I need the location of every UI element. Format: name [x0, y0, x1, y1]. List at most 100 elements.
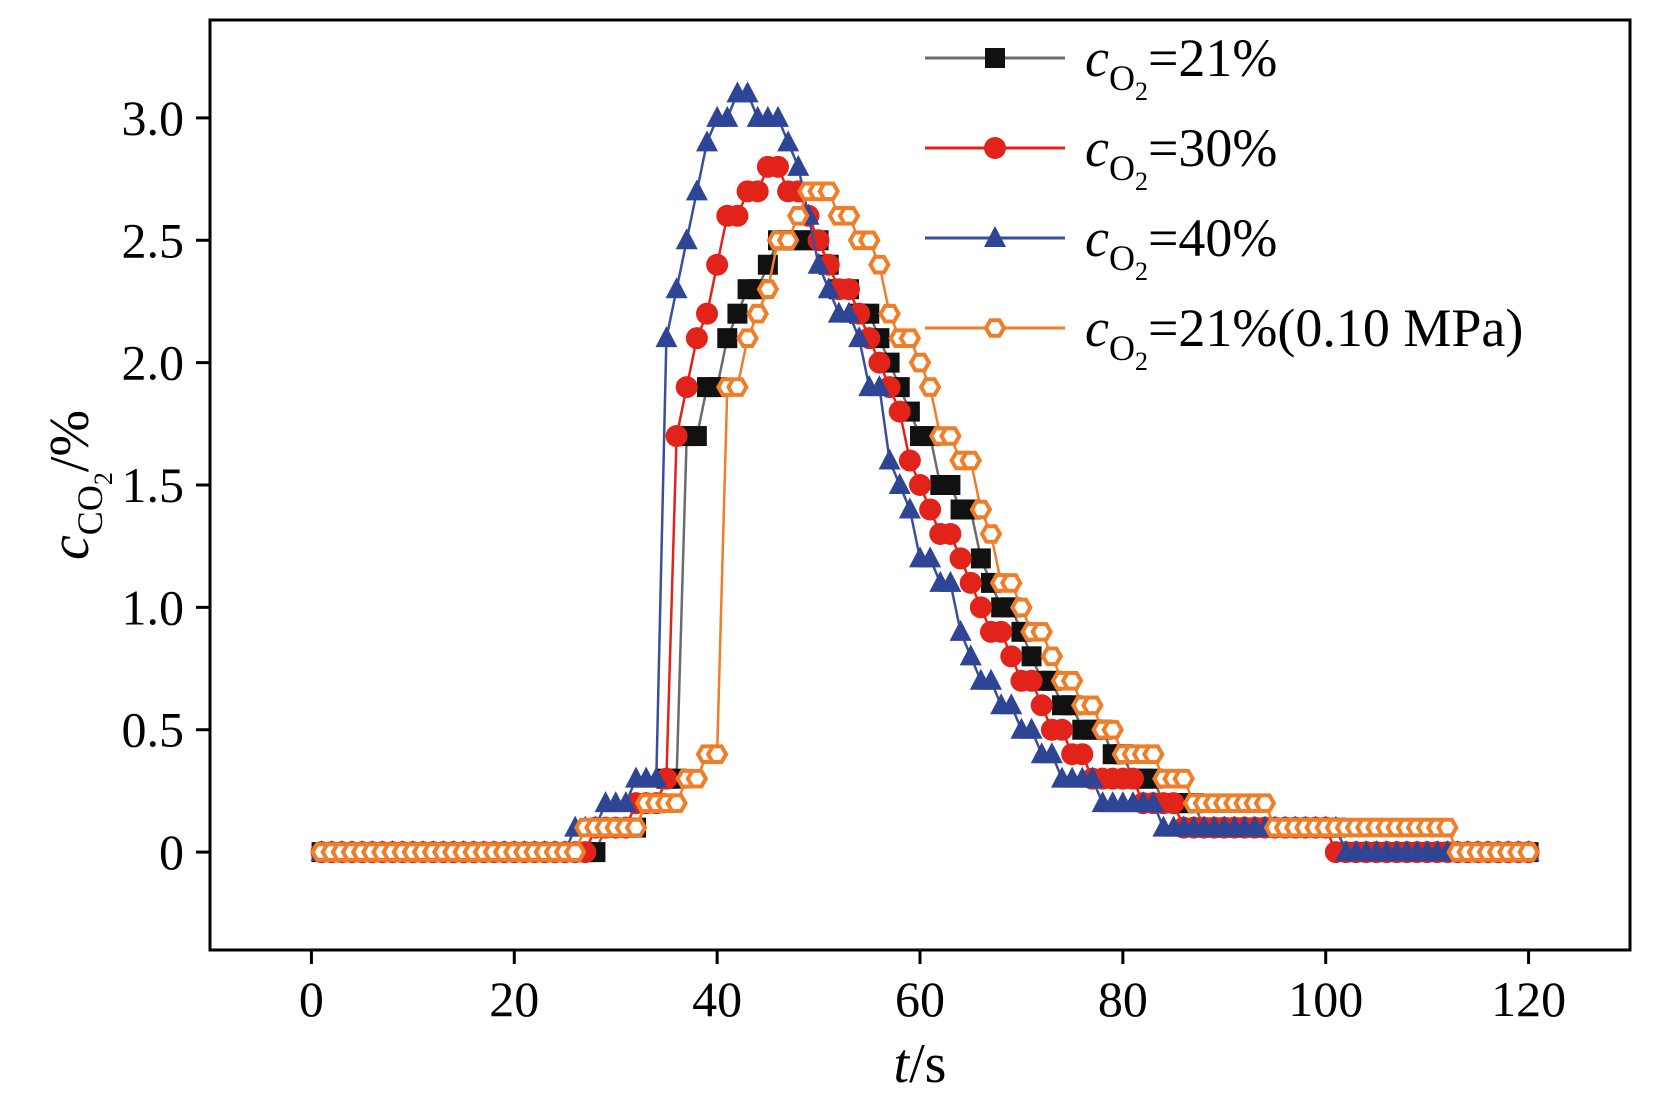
series-3-point [1142, 791, 1165, 813]
series-3-point [645, 766, 668, 788]
series-3-point [980, 668, 1002, 690]
y-tick-label-0.5: 0.5 [122, 702, 185, 758]
legend-label-rest: =21%(0.10 MPa) [1148, 298, 1523, 358]
legend: cO2=21%cO2=30%cO2=40%cO2=21%(0.10 MPa) [925, 28, 1523, 376]
series-4-point [776, 230, 800, 251]
series-1-point [727, 303, 748, 324]
series-4-point [1141, 744, 1165, 764]
series-3-point [614, 791, 637, 813]
series-1-point [717, 328, 738, 349]
series-4-point [665, 793, 688, 813]
series-4-point [1253, 793, 1277, 813]
series-3-point [919, 546, 942, 568]
series-2-point [746, 180, 769, 203]
series-4-point [878, 303, 901, 324]
series-2-point [1162, 792, 1185, 815]
legend-label-subsub: 2 [1135, 257, 1148, 286]
series-2-point [665, 425, 688, 448]
legend-label-sub: O [1109, 328, 1135, 368]
legend-label-subsub: 2 [1135, 167, 1148, 196]
series-4-point [1060, 671, 1084, 691]
series-2-point [919, 498, 942, 521]
series-4-point [837, 206, 861, 226]
legend-marker-2 [984, 137, 1006, 159]
series-1-point [686, 426, 707, 447]
legend-marker-4 [983, 318, 1007, 338]
series-1-point [970, 548, 991, 569]
series-2-point [949, 547, 972, 570]
legend-label-var: c [1085, 118, 1109, 178]
series-4-point [857, 230, 881, 251]
legend-label-rest: =21% [1148, 28, 1277, 88]
series-4-point [999, 573, 1023, 593]
y-axis-label-subsub: 2 [89, 472, 118, 485]
y-tick-label-2.0: 2.0 [122, 335, 185, 391]
legend-entry-3: cO2=40% [925, 208, 1277, 286]
legend-label-sub: O [1109, 148, 1135, 188]
series-3-point [959, 644, 982, 666]
series-4-point [918, 377, 942, 397]
series-4-point [898, 328, 922, 348]
series-2-point [969, 596, 992, 619]
legend-entry-2: cO2=30% [925, 118, 1277, 196]
series-4-point [1517, 842, 1540, 862]
series-4-point [624, 817, 648, 838]
series-4-point [685, 768, 709, 789]
series-2-point [696, 302, 718, 325]
series-3-point [848, 326, 871, 348]
series-3-point [767, 105, 789, 127]
x-tick-label-0: 0 [299, 971, 324, 1027]
series-4-point [746, 303, 770, 324]
series-4-point [705, 744, 729, 764]
series-3-point [898, 497, 921, 519]
series-2-point [939, 522, 962, 545]
series-4-point [1030, 622, 1054, 642]
series-3-point [716, 105, 739, 127]
series-3-point [675, 228, 698, 250]
series-2-point [706, 253, 729, 276]
series-2-point [675, 376, 698, 399]
legend-label-rest: =30% [1148, 118, 1277, 178]
plot-series [310, 81, 1540, 864]
series-1-point [940, 475, 961, 495]
series-4-point [969, 499, 993, 520]
series-1-point [1021, 646, 1042, 667]
series-3-point [817, 277, 840, 299]
series-3-point [838, 301, 860, 323]
legend-label-sub: O [1109, 238, 1135, 278]
legend-label-var: c [1085, 298, 1109, 358]
series-4-point [1436, 817, 1459, 838]
series-2-point [888, 400, 911, 423]
series-2-point [838, 278, 860, 301]
series-4-point [1040, 646, 1064, 667]
series-4-point [868, 254, 891, 275]
series-3-point [807, 252, 830, 274]
legend-label-subsub: 2 [1135, 77, 1148, 106]
series-3-point [665, 277, 688, 299]
legend-label-3: cO2=40% [1085, 208, 1277, 286]
legend-label-var: c [1085, 28, 1109, 88]
x-tick-label-100: 100 [1288, 971, 1363, 1027]
series-2-point [767, 155, 789, 178]
legend-label-rest: =40% [1148, 208, 1277, 268]
x-tick-label-60: 60 [895, 971, 945, 1027]
y-axis-label-sub: CO [70, 485, 110, 535]
series-4-point [817, 181, 841, 202]
series-4-point [1172, 768, 1196, 789]
series-4-point [1081, 695, 1104, 716]
series-4-point [959, 450, 983, 471]
series-3-point [655, 326, 678, 348]
legend-label-4: cO2=21%(0.10 MPa) [1085, 298, 1523, 376]
series-2-point [1000, 645, 1023, 668]
series-3-point [1081, 766, 1104, 788]
x-tick-label-120: 120 [1491, 971, 1566, 1027]
series-4-point [979, 524, 1003, 544]
series-4-point [786, 206, 810, 226]
series-2-point [1020, 669, 1043, 692]
y-axis-label: cCO2/% [39, 410, 118, 560]
y-tick-label-3.0: 3.0 [122, 90, 185, 146]
series-3-point [1020, 717, 1043, 739]
legend-label-sub: O [1109, 58, 1135, 98]
series-2-point [990, 620, 1013, 643]
